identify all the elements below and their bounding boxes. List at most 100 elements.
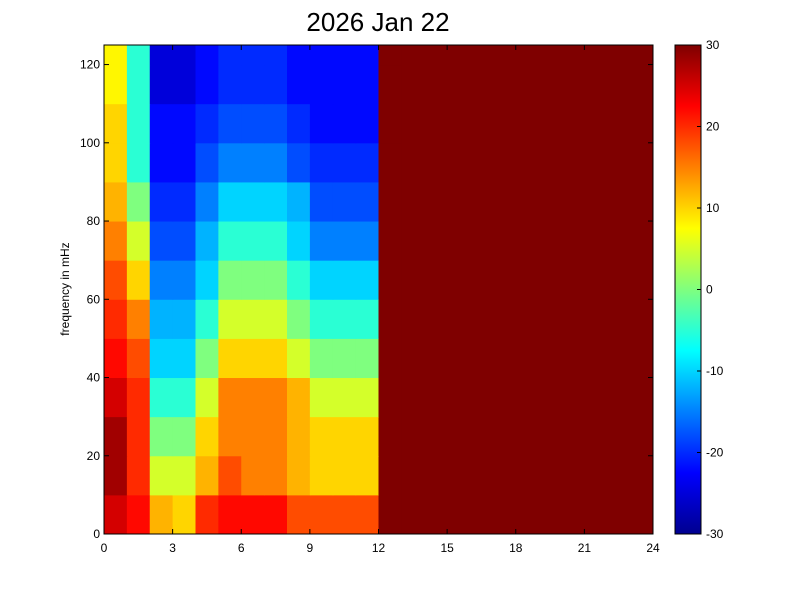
- heatmap-cell: [332, 103, 357, 144]
- heatmap-cell: [104, 260, 128, 300]
- heatmap-cell: [149, 142, 174, 183]
- heatmap-cell: [104, 181, 128, 222]
- heatmap-cell: [264, 181, 288, 222]
- heatmap-cell: [126, 494, 151, 535]
- heatmap-cell: [287, 455, 311, 496]
- heatmap-cell: [332, 377, 357, 418]
- heatmap-cell: [309, 455, 334, 496]
- heatmap-cell: [332, 416, 357, 457]
- heatmap-cell: [355, 260, 379, 300]
- heatmap-cell: [172, 377, 196, 418]
- heatmap-cell: [195, 45, 219, 66]
- colorbar-tick-label: -10: [706, 364, 724, 378]
- x-tick-label: 24: [646, 541, 660, 555]
- heatmap-cell: [309, 103, 334, 144]
- heatmap-cell: [332, 338, 357, 379]
- heatmap-cell: [309, 338, 334, 379]
- heatmap-cell: [172, 338, 196, 379]
- x-tick-label: 12: [372, 541, 386, 555]
- x-tick-label: 18: [509, 541, 523, 555]
- heatmap-cell: [172, 455, 196, 496]
- heatmap-cell: [195, 64, 219, 105]
- heatmap-cell: [195, 260, 219, 300]
- heatmap-cell: [309, 494, 334, 535]
- heatmap-cell: [172, 260, 196, 300]
- heatmap-cell: [172, 221, 196, 261]
- x-tick-label: 3: [169, 541, 176, 555]
- heatmap-cell: [355, 142, 379, 183]
- heatmap-cell: [355, 221, 379, 261]
- heatmap-cell: [104, 494, 128, 535]
- heatmap-cell: [287, 377, 311, 418]
- heatmap-cell: [378, 103, 402, 144]
- heatmap-cell: [149, 494, 174, 535]
- heatmap-cell: [241, 64, 265, 105]
- heatmap-cell: [126, 221, 151, 261]
- heatmap-cell: [332, 299, 357, 339]
- heatmap-cell: [264, 455, 288, 496]
- heatmap-cell: [378, 221, 402, 261]
- heatmap-saturated-region: [389, 45, 653, 534]
- heatmap-cell: [218, 299, 242, 339]
- heatmap-cell: [332, 45, 357, 66]
- heatmap-cell: [172, 45, 196, 66]
- heatmap-cell: [332, 494, 357, 535]
- heatmap-cell: [172, 181, 196, 222]
- heatmap-cell: [149, 45, 174, 66]
- heatmap-cell: [195, 103, 219, 144]
- heatmap-cell: [287, 221, 311, 261]
- heatmap-cell: [378, 338, 402, 379]
- heatmap-cell: [218, 338, 242, 379]
- heatmap-cell: [332, 260, 357, 300]
- heatmap-cell: [126, 455, 151, 496]
- heatmap-cell: [104, 103, 128, 144]
- heatmap-cell: [378, 416, 402, 457]
- x-tick-label: 15: [440, 541, 454, 555]
- heatmap-cell: [104, 221, 128, 261]
- heatmap-cell: [195, 299, 219, 339]
- heatmap-cell: [241, 221, 265, 261]
- heatmap-cell: [287, 103, 311, 144]
- heatmap-cell: [309, 260, 334, 300]
- heatmap-cell: [104, 338, 128, 379]
- heatmap-cell: [264, 221, 288, 261]
- heatmap-cell: [309, 142, 334, 183]
- heatmap-cell: [378, 45, 402, 66]
- heatmap-cell: [378, 455, 402, 496]
- heatmap-cell: [218, 494, 242, 535]
- heatmap-cell: [332, 455, 357, 496]
- heatmap-cells: [104, 45, 653, 535]
- heatmap-cell: [149, 338, 174, 379]
- heatmap-cell: [241, 181, 265, 222]
- chart-title: 2026 Jan 22: [306, 7, 449, 37]
- heatmap-cell: [378, 377, 402, 418]
- heatmap-cell: [195, 181, 219, 222]
- heatmap-cell: [309, 221, 334, 261]
- heatmap-cell: [287, 142, 311, 183]
- heatmap-cell: [378, 299, 402, 339]
- y-axis-ticks: 0 20 40 60 80 100 120: [80, 58, 653, 541]
- heatmap-cell: [126, 299, 151, 339]
- heatmap-cell: [104, 64, 128, 105]
- heatmap-cell: [378, 181, 402, 222]
- heatmap-cell: [355, 494, 379, 535]
- heatmap-cell: [355, 377, 379, 418]
- heatmap-cell: [264, 103, 288, 144]
- heatmap-cell: [104, 299, 128, 339]
- y-axis-label: frequency in mHz: [58, 242, 72, 335]
- heatmap-cell: [218, 455, 242, 496]
- heatmap-cell: [241, 338, 265, 379]
- heatmap-cell: [218, 221, 242, 261]
- heatmap-cell: [264, 299, 288, 339]
- heatmap-cell: [149, 64, 174, 105]
- heatmap-cell: [218, 377, 242, 418]
- colorbar-tick-label: -30: [706, 527, 724, 541]
- heatmap-cell: [149, 260, 174, 300]
- heatmap-cell: [264, 142, 288, 183]
- heatmap-cell: [287, 64, 311, 105]
- heatmap-cell: [104, 377, 128, 418]
- heatmap-cell: [126, 64, 151, 105]
- heatmap-cell: [309, 377, 334, 418]
- heatmap-cell: [218, 181, 242, 222]
